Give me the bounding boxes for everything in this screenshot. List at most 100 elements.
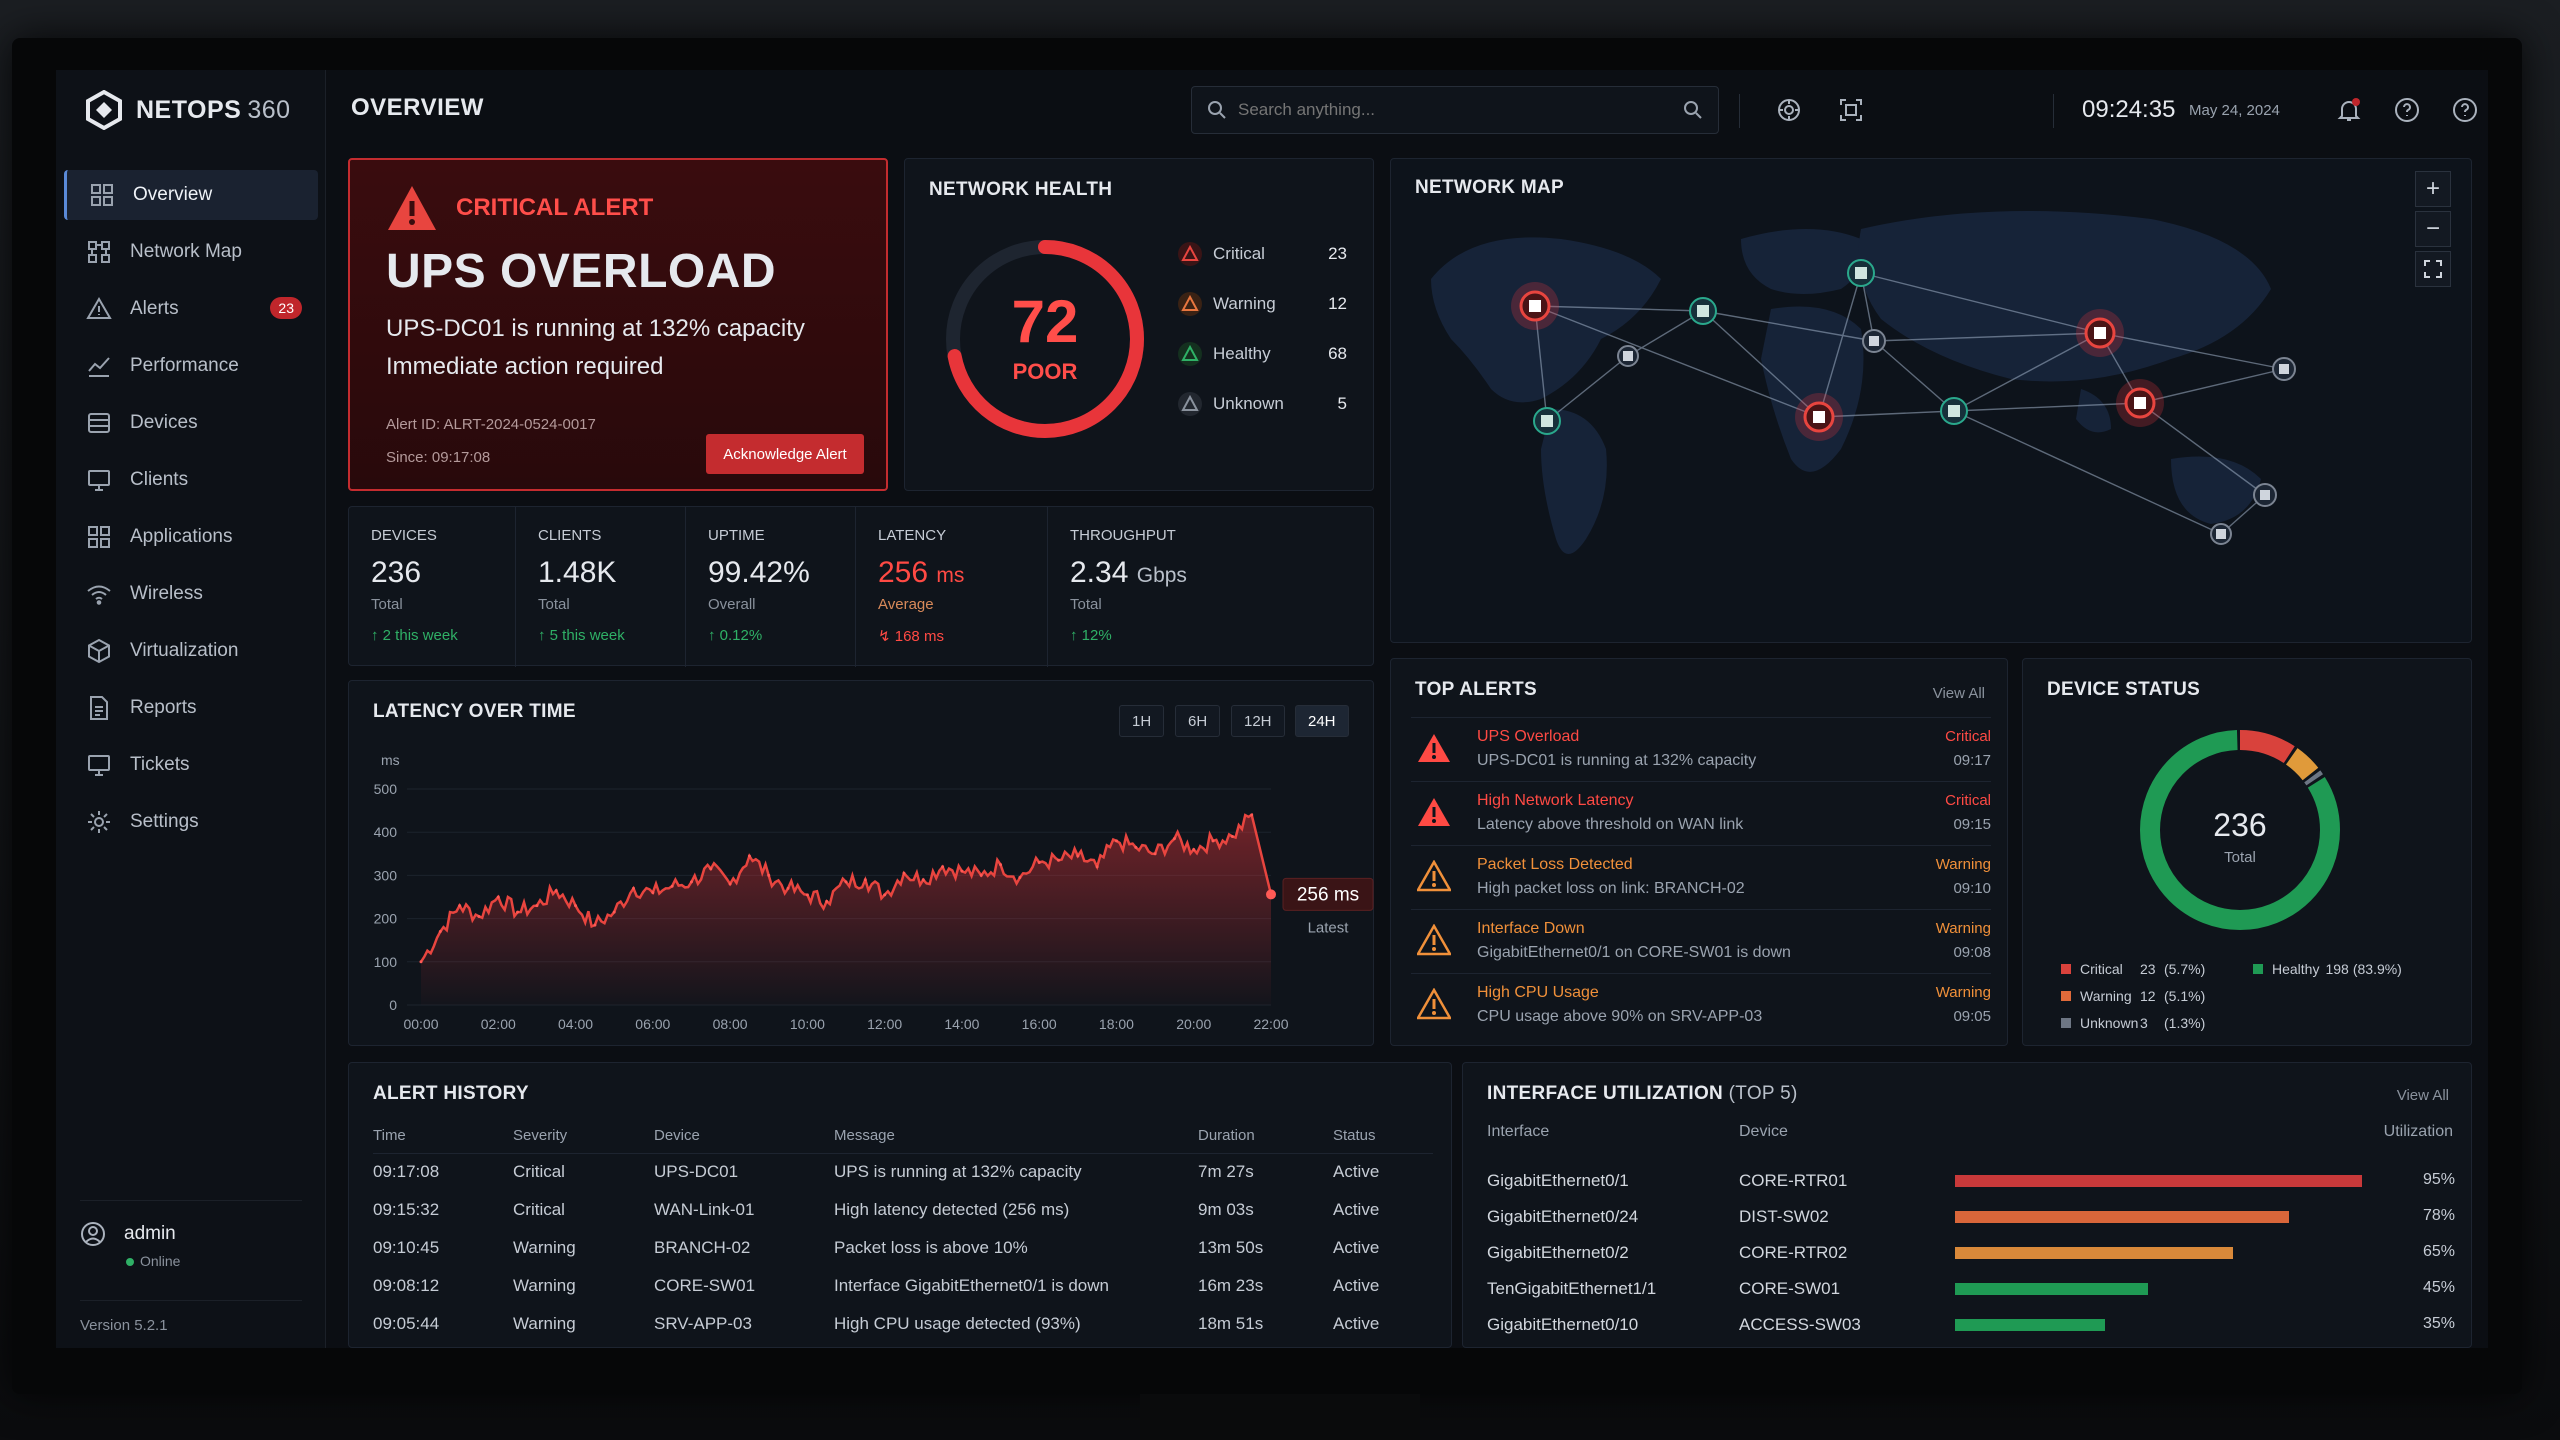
network-map-card[interactable]: + − NETWORK MAP [1390, 158, 2472, 643]
info-help-icon[interactable] [2451, 96, 2479, 124]
latency-point [1211, 839, 1215, 843]
donut-segment-healthy[interactable] [2140, 730, 2340, 930]
alert-description: High packet loss on link: BRANCH-02 [1477, 880, 1745, 897]
range-1h-button[interactable]: 1H [1119, 705, 1165, 737]
range-6h-button[interactable]: 6H [1175, 705, 1221, 737]
map-node-unknown[interactable] [2210, 523, 2232, 545]
sidebar-item-alerts[interactable]: Alerts 23 [64, 284, 318, 334]
interface-row[interactable]: GigabitEthernet0/1 CORE-RTR01 95% [1487, 1163, 2455, 1199]
table-row[interactable]: 09:17:08 Critical UPS-DC01 UPS is running a… [373, 1153, 1433, 1191]
interface-row[interactable]: GigabitEthernet0/24 DIST-SW02 78% [1487, 1199, 2455, 1235]
range-24h-button[interactable]: 24H [1295, 705, 1349, 737]
stat-trend-text: 2 this week [382, 627, 458, 644]
map-fullscreen-button[interactable] [2415, 251, 2451, 287]
alert-icon [86, 297, 112, 319]
alert-list-item[interactable]: UPS Overload UPS-DC01 is running at 132% … [1411, 717, 1991, 781]
health-row-healthy[interactable]: Healthy 68 [1177, 339, 1347, 369]
interface-utilization-view-all-link[interactable]: View All [2396, 1087, 2449, 1104]
stat-uptime[interactable]: UPTIME 99.42% Overall ↑ 0.12% [685, 507, 855, 667]
alert-list-item[interactable]: Interface Down GigabitEthernet0/1 on CORE… [1411, 909, 1991, 973]
stat-clients[interactable]: CLIENTS 1.48K Total ↑ 5 this week [515, 507, 685, 667]
alert-time: 09:05 [1953, 1008, 1991, 1025]
column-header[interactable]: Status [1333, 1119, 1433, 1154]
latency-point [496, 895, 500, 899]
map-node-healthy[interactable] [1847, 259, 1875, 287]
warning-icon [1178, 292, 1202, 316]
map-node-unknown[interactable] [2253, 483, 2277, 507]
interface-row[interactable]: GigabitEthernet0/10 ACCESS-SW03 35% [1487, 1307, 2455, 1343]
donut-segment-critical[interactable] [2140, 730, 2340, 930]
interface-device: DIST-SW02 [1739, 1207, 1829, 1226]
map-node-unknown[interactable] [2272, 357, 2296, 381]
column-header[interactable]: Duration [1198, 1119, 1333, 1154]
cell-duration: 7m 27s [1198, 1162, 1254, 1182]
top-alerts-view-all-link[interactable]: View All [1932, 685, 1985, 702]
sidebar-item-settings[interactable]: Settings [64, 797, 318, 847]
sidebar-item-virtualization[interactable]: Virtualization [64, 626, 318, 676]
sidebar-item-devices[interactable]: Devices [64, 398, 318, 448]
sidebar-item-label: Reports [130, 697, 197, 718]
sidebar-item-clients[interactable]: Clients [64, 455, 318, 505]
map-node-unknown[interactable] [1617, 345, 1639, 367]
sidebar-item-performance[interactable]: Performance [64, 341, 318, 391]
interface-row[interactable]: TenGigabitEthernet1/1 CORE-SW01 45% [1487, 1271, 2455, 1307]
health-row-warning[interactable]: Warning 12 [1177, 289, 1347, 319]
sidebar-item-applications[interactable]: Applications [64, 512, 318, 562]
map-node-critical[interactable] [1511, 282, 1559, 330]
stat-value: 1.48K [538, 556, 685, 590]
legend-critical: Critical 23 (5.7%) [2061, 961, 2205, 977]
map-node-critical[interactable] [2076, 309, 2124, 357]
table-row[interactable]: 09:05:44 Warning SRV-APP-03 High CPU usage … [373, 1305, 1433, 1343]
alert-list-item[interactable]: High CPU Usage CPU usage above 90% on SRV… [1411, 973, 1991, 1037]
utilization-bar [1955, 1319, 2105, 1331]
alert-list-item[interactable]: High Network Latency Latency above thresh… [1411, 781, 1991, 845]
search-box[interactable] [1191, 86, 1719, 134]
legend-label: Warning [2080, 988, 2132, 1004]
sidebar-item-overview[interactable]: Overview [64, 170, 318, 220]
column-header[interactable]: Time [373, 1119, 513, 1154]
sidebar-item-reports[interactable]: Reports [64, 683, 318, 733]
stat-devices[interactable]: DEVICES 236 Total ↑ 2 this week [349, 507, 515, 667]
column-header[interactable]: Message [834, 1119, 1198, 1154]
map-node-unknown[interactable] [1862, 329, 1886, 353]
latency-point [1095, 865, 1099, 869]
map-zoom-out-button[interactable]: − [2415, 211, 2451, 247]
table-row[interactable]: 09:08:12 Warning CORE-SW01 Interface Gigabi… [373, 1267, 1433, 1305]
latency-point[interactable] [1266, 889, 1276, 900]
stat-latency[interactable]: LATENCY 256 ms Average ↯ 168 ms [855, 507, 1047, 667]
column-header[interactable]: Device [654, 1119, 834, 1154]
alert-description: UPS-DC01 is running at 132% capacity [1477, 752, 1757, 769]
help-icon[interactable] [2393, 96, 2421, 124]
search-submit-icon[interactable] [1682, 99, 1704, 121]
y-axis-label: ms [381, 752, 400, 768]
column-header[interactable]: Severity [513, 1119, 654, 1154]
sidebar-item-network-map[interactable]: Network Map [64, 227, 318, 277]
sidebar-item-wireless[interactable]: Wireless [64, 569, 318, 619]
globe-icon[interactable] [1775, 96, 1803, 124]
map-node-healthy[interactable] [1940, 397, 1968, 425]
health-row-critical[interactable]: Critical 23 [1177, 239, 1347, 269]
table-row[interactable]: 09:10:45 Warning BRANCH-02 Packet loss is a… [373, 1229, 1433, 1267]
acknowledge-alert-button[interactable]: Acknowledge Alert [706, 434, 864, 474]
stat-sub: Total [1070, 596, 1102, 613]
health-row-unknown[interactable]: Unknown 5 [1177, 389, 1347, 419]
app-logo[interactable]: NETOPS 360 [84, 90, 291, 130]
search-input[interactable] [1238, 100, 1682, 120]
cell-time: 09:05:44 [373, 1314, 440, 1333]
interface-row[interactable]: GigabitEthernet0/2 CORE-RTR02 65% [1487, 1235, 2455, 1271]
map-node-critical[interactable] [2116, 379, 2164, 427]
bell-icon[interactable] [2335, 96, 2363, 124]
latency-point [786, 886, 790, 890]
stat-throughput[interactable]: THROUGHPUT 2.34 Gbps Total ↑ 12% [1047, 507, 1373, 667]
user-panel[interactable]: admin Online [80, 1200, 302, 1269]
screenshot-icon[interactable] [1837, 96, 1865, 124]
map-node-healthy[interactable] [1689, 297, 1717, 325]
table-row[interactable]: 09:15:32 Critical WAN-Link-01 High latency … [373, 1191, 1433, 1229]
map-node-critical[interactable] [1795, 393, 1843, 441]
map-node-healthy[interactable] [1533, 407, 1561, 435]
range-12h-button[interactable]: 12H [1231, 705, 1285, 737]
sidebar-item-tickets[interactable]: Tickets [64, 740, 318, 790]
map-zoom-in-button[interactable]: + [2415, 171, 2451, 207]
alert-severity: Warning [1935, 984, 1991, 1001]
alert-list-item[interactable]: Packet Loss Detected High packet loss on … [1411, 845, 1991, 909]
